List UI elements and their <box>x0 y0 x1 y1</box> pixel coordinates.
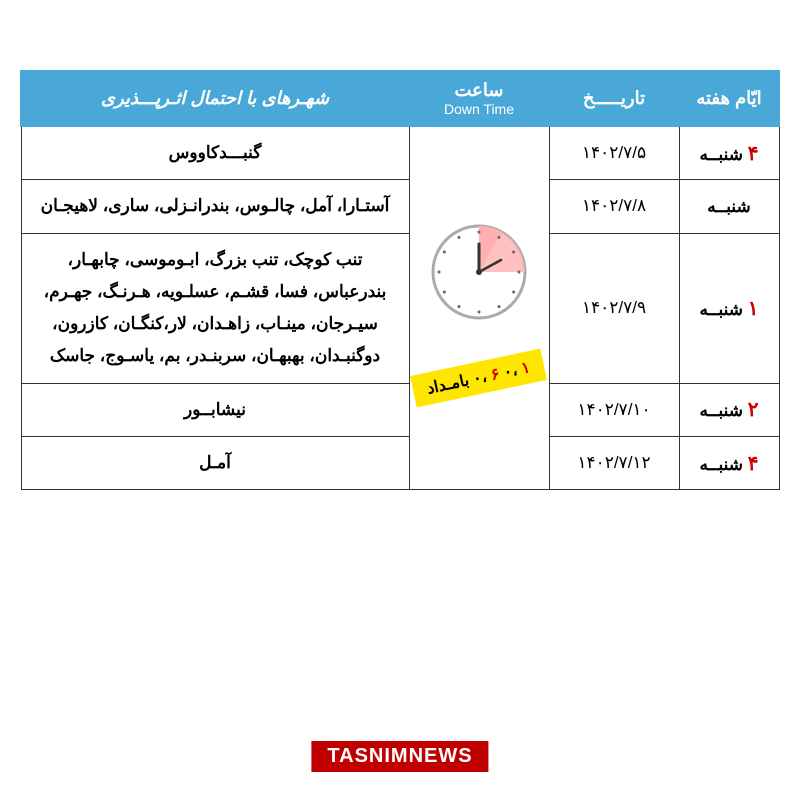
day-number: ۴ <box>748 453 759 475</box>
day-word: شنبــه <box>699 455 747 474</box>
clock-icon <box>429 222 529 322</box>
day-cell: ۴ شنبــه <box>679 437 779 490</box>
table-row: ۲ شنبــه۱۴۰۲/۷/۱۰نیشابــور <box>21 383 779 436</box>
day-word: شنبــه <box>707 197 751 216</box>
cities-cell: نیشابــور <box>21 383 409 436</box>
date-cell: ۱۴۰۲/۷/۸ <box>549 180 679 233</box>
day-cell: ۱ شنبــه <box>679 233 779 383</box>
table-body: ۴ شنبــه۱۴۰۲/۷/۵ ۱ ،۰ ۶ ،۰ بامـداد گنبــ… <box>21 126 779 490</box>
header-time: ساعت Down Time <box>409 71 549 126</box>
header-cities: شهـرهای با احتمال اثـرپـــذیری <box>21 71 409 126</box>
date-cell: ۱۴۰۲/۷/۹ <box>549 233 679 383</box>
table-row: ۴ شنبــه۱۴۰۲/۷/۵ ۱ ،۰ ۶ ،۰ بامـداد گنبــ… <box>21 126 779 180</box>
time-label: ۱ ،۰ ۶ ،۰ بامـداد <box>411 349 548 408</box>
date-cell: ۱۴۰۲/۷/۵ <box>549 126 679 180</box>
time-cell: ۱ ،۰ ۶ ،۰ بامـداد <box>409 126 549 490</box>
cities-cell: آمـل <box>21 437 409 490</box>
day-number: ۴ <box>748 143 759 165</box>
cities-cell: آستـارا، آمل، چالـوس، بندرانـزلی، ساری، … <box>21 180 409 233</box>
cities-cell: گنبـــدکاووس <box>21 126 409 180</box>
cities-cell: تنب کوچک، تنب بزرگ، ابـوموسی، چابهـار، ب… <box>21 233 409 383</box>
day-cell: شنبــه <box>679 180 779 233</box>
day-number: ۱ <box>748 298 759 320</box>
day-number: ۲ <box>748 399 759 421</box>
date-cell: ۱۴۰۲/۷/۱۲ <box>549 437 679 490</box>
date-cell: ۱۴۰۲/۷/۱۰ <box>549 383 679 436</box>
day-cell: ۲ شنبــه <box>679 383 779 436</box>
day-word: شنبــه <box>699 145 747 164</box>
schedule-page: ایّام هفته تاریـــــخ ساعت Down Time شهـ… <box>0 0 800 510</box>
table-row: شنبــه ۱۴۰۲/۷/۸ آستـارا، آمل، چالـوس، بندر… <box>21 180 779 233</box>
table-row: ۱ شنبــه۱۴۰۲/۷/۹تنب کوچک، تنب بزرگ، ابـو… <box>21 233 779 383</box>
header-date: تاریـــــخ <box>549 71 679 126</box>
header-row: ایّام هفته تاریـــــخ ساعت Down Time شهـ… <box>21 71 779 126</box>
day-cell: ۴ شنبــه <box>679 126 779 180</box>
header-day: ایّام هفته <box>679 71 779 126</box>
table-row: ۴ شنبــه۱۴۰۲/۷/۱۲آمـل <box>21 437 779 490</box>
clock-wrap: ۱ ،۰ ۶ ،۰ بامـداد <box>410 127 549 489</box>
watermark-badge: TASNIMNEWS <box>311 741 488 772</box>
schedule-table: ایّام هفته تاریـــــخ ساعت Down Time شهـ… <box>20 70 780 490</box>
time-hour-1: ۱ <box>520 359 532 377</box>
time-word: بامـداد <box>426 372 471 397</box>
day-word: شنبــه <box>699 300 747 319</box>
day-word: شنبــه <box>699 401 747 420</box>
header-time-fa: ساعت <box>455 80 504 100</box>
header-time-en: Down Time <box>416 101 542 117</box>
